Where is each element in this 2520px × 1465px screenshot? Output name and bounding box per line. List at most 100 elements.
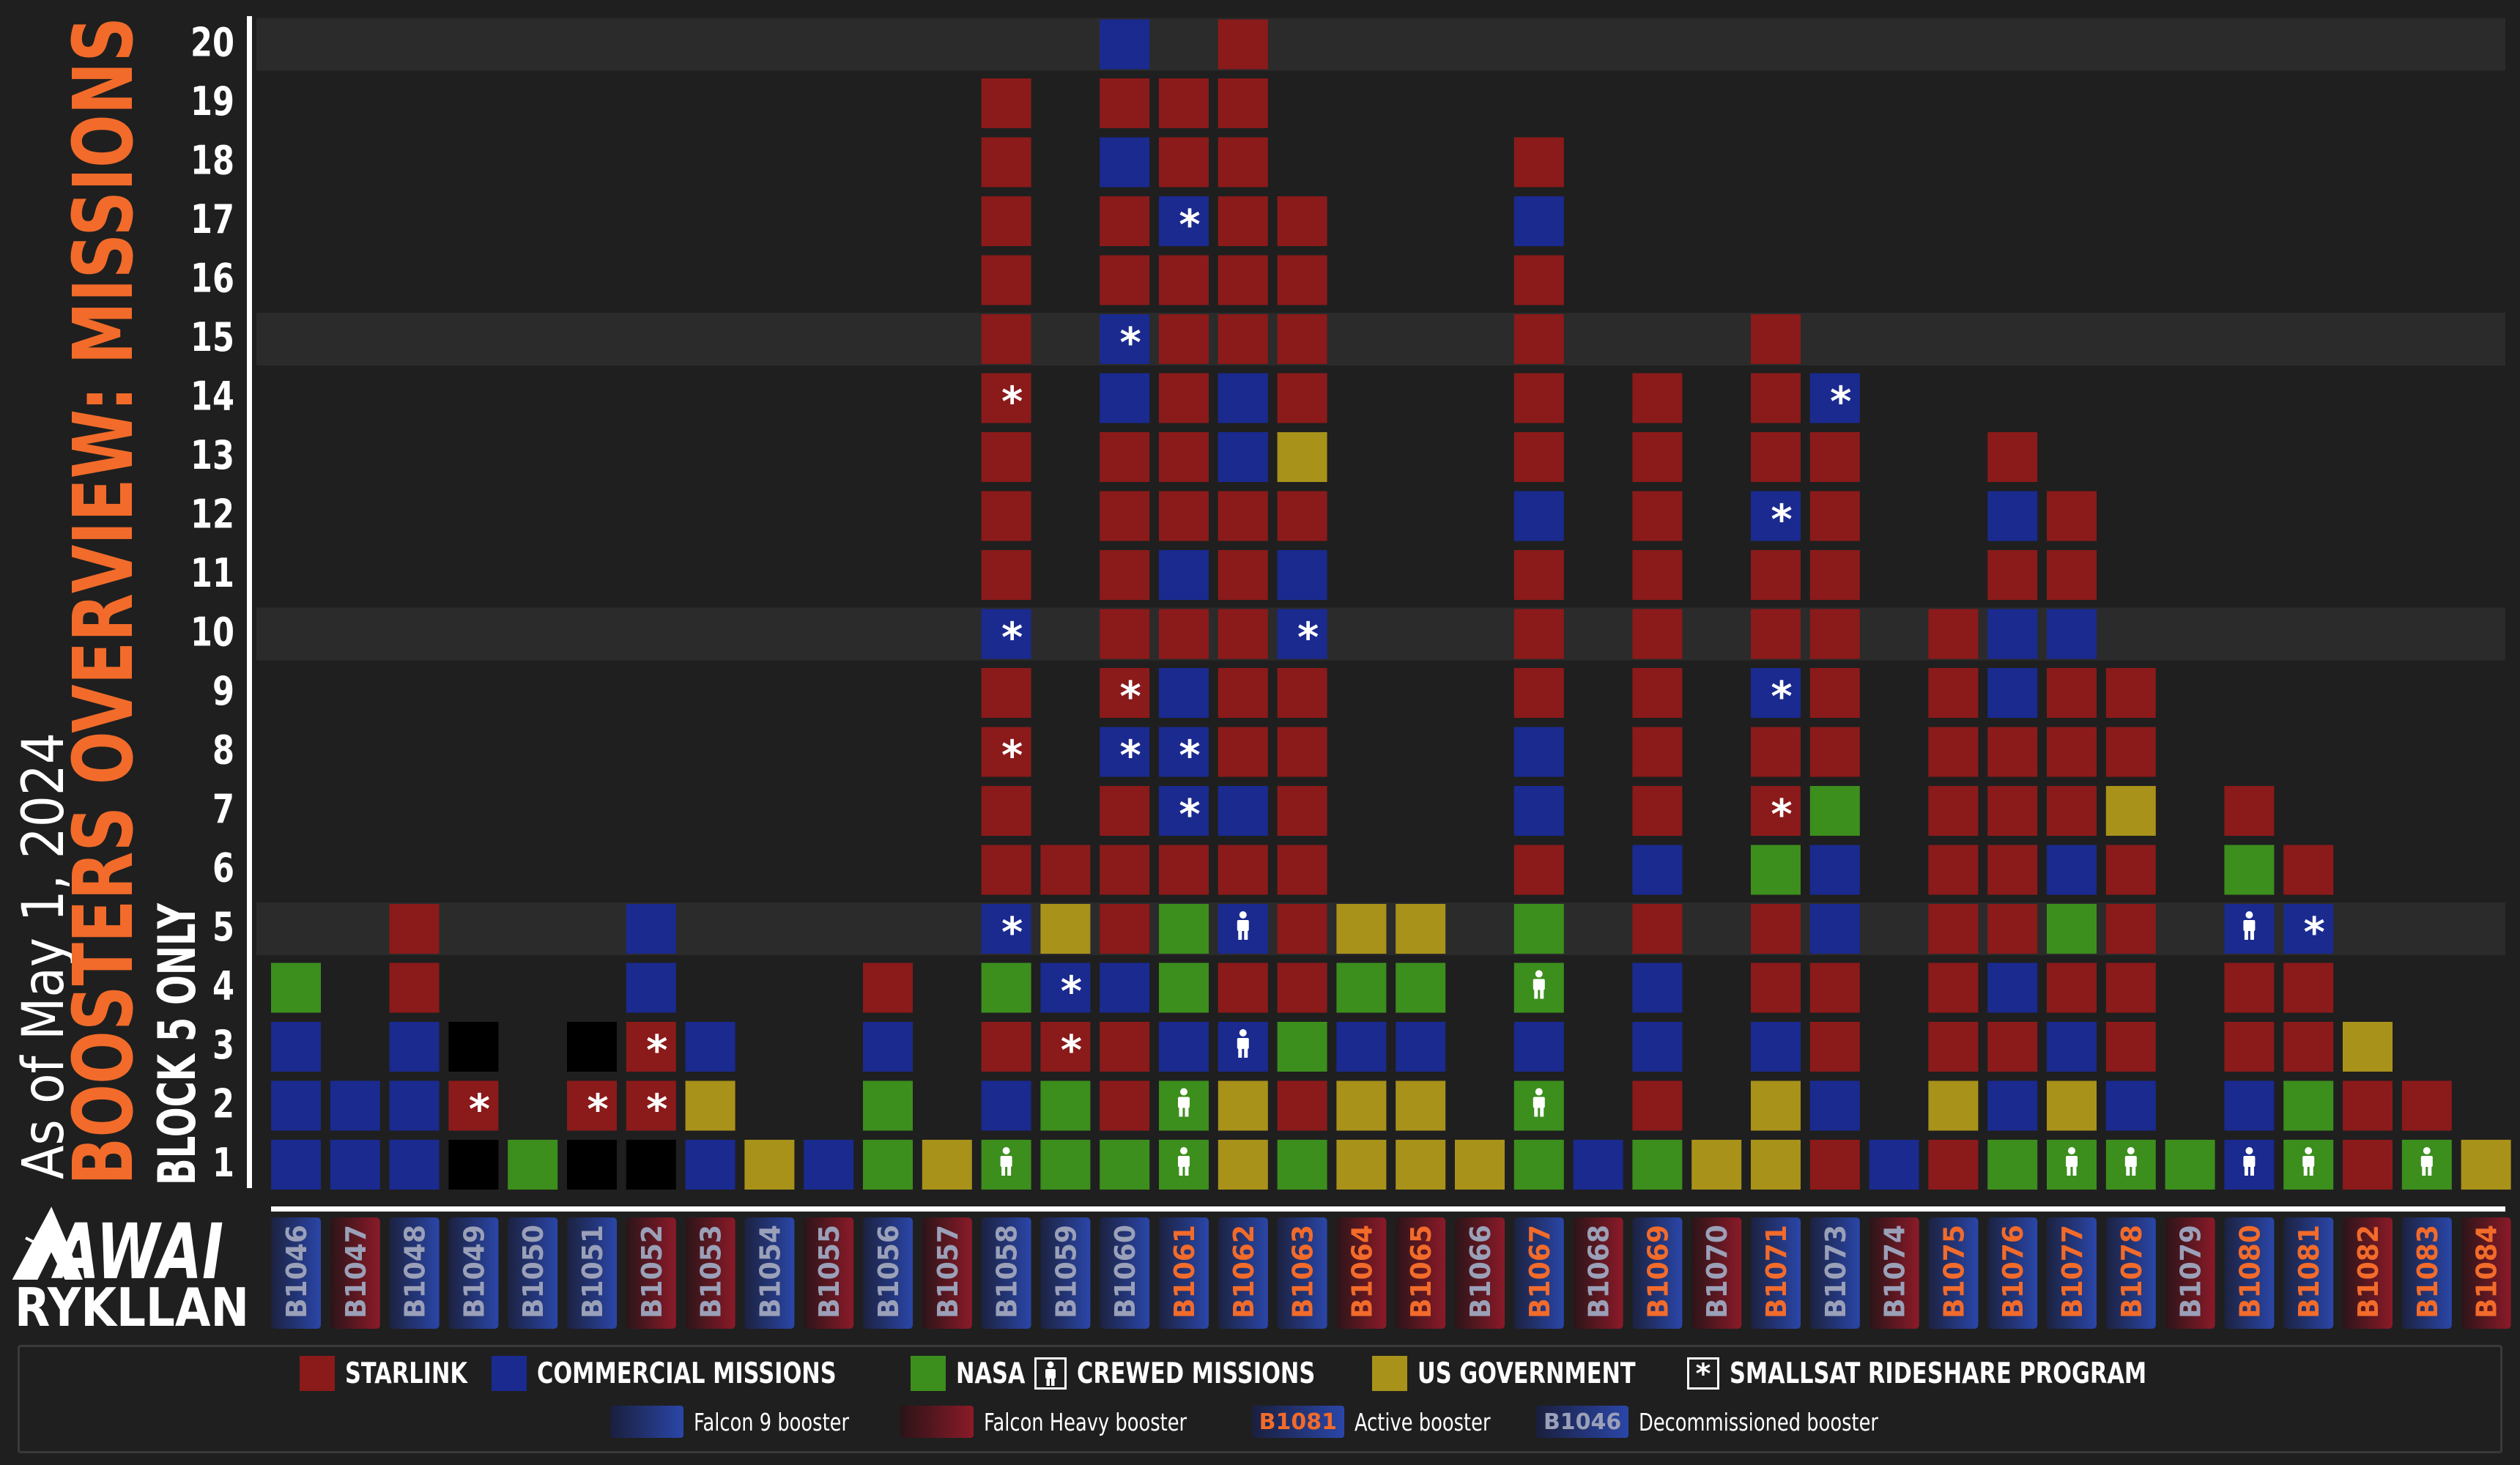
mission-cell <box>1100 78 1150 128</box>
mission-cell <box>448 1080 499 1131</box>
booster-tile <box>1691 1217 1742 1329</box>
mission-cell <box>1513 255 1564 305</box>
mission-cell <box>1632 550 1683 600</box>
booster-label: B1071 <box>1760 1225 1793 1318</box>
mission-cell <box>1987 668 2038 718</box>
mission-cell <box>1632 373 1683 423</box>
legend-starlink: STARLINK <box>300 1356 467 1391</box>
crewed-person-icon <box>1244 1047 1248 1058</box>
mission-cell <box>1751 491 1801 541</box>
mission-cell <box>2105 786 2156 836</box>
mission-cell <box>1809 373 1860 423</box>
mission-cell <box>1751 727 1801 777</box>
mission-cell <box>2105 1022 2156 1072</box>
mission-cell <box>1987 727 2038 777</box>
booster-tile <box>685 1217 735 1329</box>
mission-cell <box>1632 727 1683 777</box>
smallsat-star-icon: * <box>1297 615 1319 662</box>
mission-cell <box>1100 550 1150 600</box>
booster-label: B1058 <box>991 1225 1023 1318</box>
crewed-person-icon <box>2245 911 2253 919</box>
smallsat-star-icon: * <box>1771 791 1792 839</box>
mission-cell <box>981 432 1031 482</box>
mission-cell <box>2047 491 2097 541</box>
mission-cell <box>1513 904 1564 954</box>
mission-cell <box>2401 1080 2452 1131</box>
booster-tile <box>1928 1217 1979 1329</box>
booster-tile <box>1869 1217 1919 1329</box>
mission-cell <box>1277 550 1327 600</box>
mission-cell <box>1987 963 2038 1013</box>
booster-tile <box>1513 1217 1564 1329</box>
booster-label: B1080 <box>2234 1225 2266 1318</box>
mission-cell <box>2105 1080 2156 1131</box>
crewed-person-icon <box>2067 1165 2071 1176</box>
booster-tile <box>1159 1217 1209 1329</box>
mission-cell <box>1751 1080 1801 1131</box>
mission-cell <box>330 1140 380 1190</box>
mission-cell <box>1632 963 1683 1013</box>
mission-cell <box>1573 1140 1623 1190</box>
booster-label: B1060 <box>1109 1225 1141 1318</box>
mission-cell <box>1513 609 1564 659</box>
mission-cell <box>1632 1080 1683 1131</box>
y-tick-label: 4 <box>212 963 234 1009</box>
mission-cell <box>1751 668 1801 718</box>
crewed-person-icon <box>1180 1088 1187 1096</box>
mission-cell <box>1218 78 1268 128</box>
mission-cell <box>981 845 1031 895</box>
mission-cell <box>1336 1140 1387 1190</box>
booster-tile <box>922 1217 972 1329</box>
mission-cell <box>1809 550 1860 600</box>
mission-cell <box>1809 1140 1860 1190</box>
crewed-person-icon <box>2243 1156 2256 1167</box>
mission-cell <box>1218 550 1268 600</box>
mission-cell <box>2461 1140 2511 1190</box>
y-tick-label: 18 <box>190 138 234 184</box>
mission-cell <box>1277 1140 1327 1190</box>
booster-tile <box>626 1217 676 1329</box>
mission-cell <box>1159 137 1209 188</box>
mission-cell <box>1218 845 1268 895</box>
mission-cell <box>1159 609 1209 659</box>
mission-cell <box>2047 668 2097 718</box>
mission-cell <box>1100 609 1150 659</box>
mission-cell <box>1159 904 1209 954</box>
mission-cell <box>1809 845 1860 895</box>
booster-label: B1078 <box>2116 1225 2148 1318</box>
mission-cell <box>2047 727 2097 777</box>
mission-cell <box>2283 904 2334 954</box>
y-tick-label: 3 <box>212 1022 234 1068</box>
mission-cell <box>271 963 321 1013</box>
y-tick-label: 8 <box>212 727 234 774</box>
page-title: BOOSTERS OVERVIEW: MISSIONS <box>56 17 152 1185</box>
mission-cell <box>863 1022 913 1072</box>
mission-cell <box>1691 1140 1742 1190</box>
mission-cell <box>1632 1140 1683 1190</box>
mission-cell <box>1396 963 1446 1013</box>
mission-cell <box>1100 845 1150 895</box>
mission-cell <box>1751 1140 1801 1190</box>
mission-cell <box>981 196 1031 246</box>
booster-tile <box>2343 1217 2393 1329</box>
crewed-person-icon <box>2428 1165 2432 1176</box>
commercial-swatch <box>492 1356 527 1391</box>
mission-cell <box>2224 963 2275 1013</box>
mission-cell <box>1277 1080 1327 1131</box>
mission-cell <box>1751 432 1801 482</box>
mission-cell <box>1218 963 1268 1013</box>
crewed-person-icon <box>1244 930 1248 940</box>
mission-cell <box>1513 137 1564 188</box>
legend-nasa: NASA <box>911 1356 1026 1391</box>
mission-cell <box>2105 668 2156 718</box>
booster-label: B1051 <box>577 1225 609 1318</box>
booster-label: B1065 <box>1405 1225 1437 1318</box>
booster-label: B1082 <box>2352 1225 2384 1318</box>
crewed-person-icon <box>2420 1156 2433 1167</box>
booster-label: B1079 <box>2175 1225 2207 1318</box>
mission-cell <box>1513 373 1564 423</box>
mission-cell <box>1277 668 1327 718</box>
mission-cell <box>1513 550 1564 600</box>
mission-cell <box>1336 904 1387 954</box>
